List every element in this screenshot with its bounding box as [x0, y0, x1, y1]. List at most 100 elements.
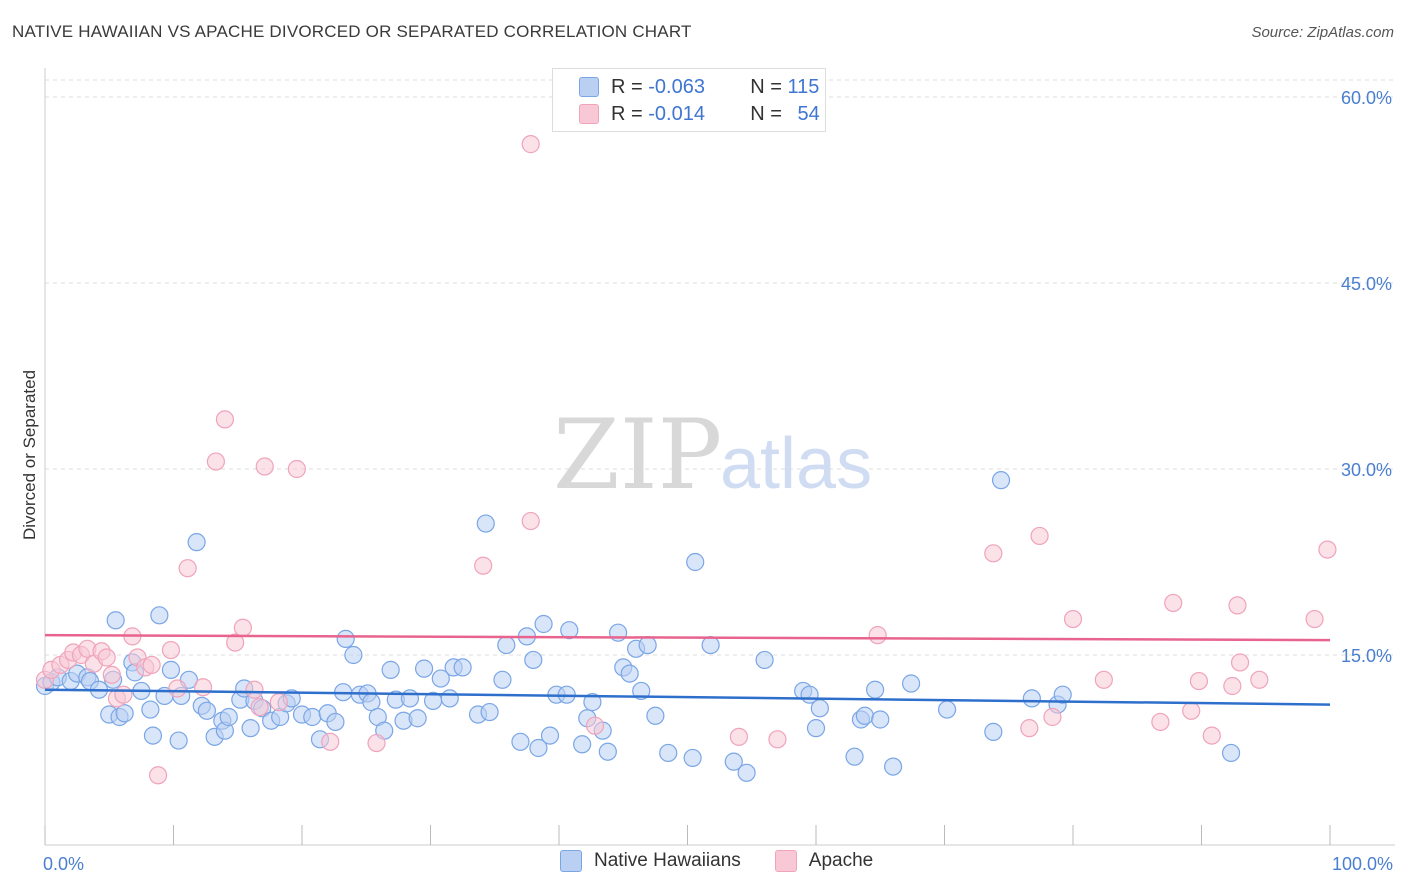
- data-point: [1020, 719, 1039, 738]
- data-point: [474, 556, 493, 575]
- x-tick-label: 0.0%: [43, 854, 84, 874]
- data-point: [529, 738, 548, 758]
- data-point: [583, 693, 602, 712]
- data-point: [724, 752, 743, 771]
- legend-row-apache: R = -0.014 N = 54: [579, 102, 820, 126]
- data-point: [646, 706, 665, 725]
- data-point: [1030, 526, 1049, 546]
- trend-line-apache: [44, 633, 1331, 642]
- y-tick-label: 60.0%: [1341, 88, 1392, 108]
- data-point: [524, 650, 543, 670]
- legend-swatch-native: [579, 77, 599, 97]
- data-point: [440, 689, 459, 708]
- data-point: [476, 514, 495, 533]
- x-tick-label: 100.0%: [1332, 854, 1393, 874]
- data-point: [326, 712, 345, 732]
- data-point: [683, 748, 702, 768]
- data-point: [866, 680, 885, 699]
- data-point: [148, 766, 168, 785]
- data-point: [178, 559, 197, 578]
- data-point: [269, 693, 288, 712]
- data-point: [632, 681, 651, 701]
- series-legend-apache: Apache: [774, 850, 874, 872]
- y-tick-label: 45.0%: [1341, 274, 1392, 294]
- data-point: [598, 742, 617, 761]
- watermark-zip: ZIP: [553, 399, 722, 511]
- legend-r-label: R =: [611, 102, 649, 125]
- data-point: [1164, 593, 1183, 613]
- data-point: [984, 722, 1003, 741]
- data-point: [1318, 540, 1337, 559]
- data-point: [414, 659, 434, 678]
- legend-swatch-apache: [579, 104, 599, 124]
- legend-n-value: 115: [787, 75, 820, 98]
- data-point: [1230, 653, 1250, 672]
- data-point: [197, 701, 217, 720]
- data-point: [115, 704, 134, 723]
- data-point: [991, 471, 1011, 490]
- trend-line-native: [44, 688, 1331, 706]
- legend-n-label: N =: [750, 75, 788, 98]
- data-point: [686, 552, 705, 572]
- watermark: ZIP atlas: [553, 399, 872, 511]
- data-point: [431, 669, 450, 688]
- data-point: [883, 757, 903, 776]
- data-point: [141, 700, 160, 719]
- data-point: [1053, 685, 1072, 704]
- data-point: [534, 614, 553, 634]
- series-legend-label-apache: Apache: [808, 850, 874, 871]
- data-point: [1223, 676, 1242, 696]
- data-point: [400, 689, 420, 708]
- data-point: [114, 685, 133, 704]
- data-point: [1022, 689, 1041, 708]
- data-point: [768, 730, 787, 749]
- chart-title: NATIVE HAWAIIAN VS APACHE DIVORCED OR SE…: [12, 22, 692, 41]
- y-axis-label: Divorced or Separated: [20, 370, 39, 540]
- data-point: [845, 747, 864, 766]
- data-point: [984, 544, 1003, 563]
- data-point: [540, 726, 560, 745]
- data-point: [255, 457, 274, 476]
- legend-row-native: R = -0.063 N = 115: [579, 75, 819, 99]
- data-point: [1189, 671, 1209, 691]
- data-point: [97, 648, 116, 667]
- axes: [44, 68, 1395, 846]
- data-point: [150, 606, 169, 625]
- data-point: [226, 633, 245, 652]
- data-point: [810, 699, 829, 718]
- data-point: [511, 732, 530, 751]
- data-point: [855, 706, 874, 725]
- data-point: [585, 716, 605, 735]
- data-point: [497, 635, 516, 655]
- data-point: [453, 658, 472, 677]
- data-point: [219, 707, 238, 727]
- data-point: [1228, 596, 1247, 615]
- data-point: [737, 763, 756, 782]
- data-point: [1305, 609, 1324, 629]
- legend-n-label: N =: [750, 102, 788, 125]
- data-point: [245, 680, 264, 699]
- data-point: [344, 645, 363, 665]
- data-point: [1202, 726, 1221, 745]
- data-point: [1182, 701, 1201, 720]
- data-point: [187, 533, 206, 552]
- data-point: [638, 635, 657, 655]
- data-point: [1250, 670, 1269, 689]
- legend-r-value: -0.014: [648, 102, 705, 125]
- data-point: [161, 640, 181, 660]
- data-point: [287, 459, 306, 479]
- data-point: [193, 678, 213, 697]
- data-point: [161, 660, 181, 679]
- y-tick-label: 15.0%: [1341, 646, 1392, 666]
- data-point: [106, 611, 125, 630]
- data-point: [142, 655, 161, 675]
- series-legend-label-native: Native Hawaiians: [594, 850, 741, 871]
- data-point: [336, 629, 355, 648]
- data-point: [755, 650, 774, 670]
- series-legend-native: Native Hawaiians: [560, 850, 741, 872]
- y-tick-label: 30.0%: [1341, 460, 1392, 480]
- data-point: [521, 135, 540, 154]
- data-point: [701, 635, 720, 655]
- tick-labels: 15.0% 30.0% 45.0% 60.0% 0.0% 100.0%: [43, 88, 1393, 874]
- data-point: [493, 670, 512, 689]
